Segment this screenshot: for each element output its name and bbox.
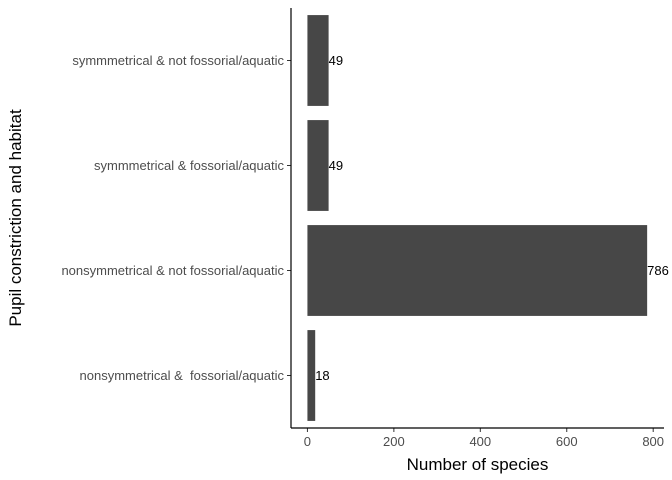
bar [307,225,648,316]
bar [307,15,329,106]
bar-value-label: 18 [315,368,329,383]
x-axis-title: Number of species [407,455,549,474]
bar-value-label: 786 [647,263,669,278]
y-axis-title: Pupil constriction and habitat [6,109,25,327]
y-tick-label: nonsymmetrical & fossorial/aquatic [80,368,285,383]
y-axis-ticks: nonsymmetrical & fossorial/aquatic nonsym… [61,53,291,383]
bars-layer [307,15,648,421]
x-tick-label: 800 [642,434,664,449]
x-tick-label: 0 [304,434,311,449]
y-tick-label: nonsymmetrical & not fossorial/aquatic [61,263,284,278]
x-tick-label: 400 [469,434,491,449]
x-axis-ticks: 0 200 400 600 800 [304,428,664,449]
bar-value-label: 49 [329,53,343,68]
bar [307,330,316,421]
x-tick-label: 200 [383,434,405,449]
y-tick-label: symmmetrical & fossorial/aquatic [94,158,284,173]
x-tick-label: 600 [556,434,578,449]
bar [307,120,329,211]
y-tick-label: symmmetrical & not fossorial/aquatic [72,53,284,68]
bar-value-label: 49 [329,158,343,173]
data-labels-layer: 18 786 49 49 [315,53,669,383]
